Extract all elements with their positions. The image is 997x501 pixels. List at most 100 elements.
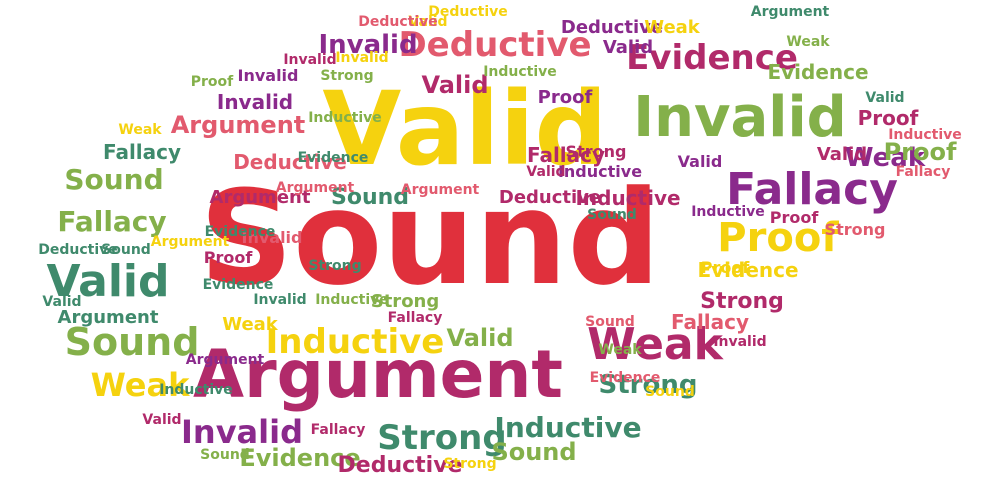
word-strong: Strong <box>308 258 362 274</box>
word-valid: Valid <box>142 412 182 428</box>
word-proof: Proof <box>717 215 839 261</box>
word-weak: Weak <box>90 366 190 404</box>
word-argument: Argument <box>275 180 355 196</box>
word-inductive: Inductive <box>691 204 765 220</box>
word-argument: Argument <box>185 352 265 368</box>
word-invalid: Invalid <box>237 66 299 85</box>
word-sound: Sound <box>101 242 151 258</box>
word-strong: Strong <box>370 291 440 312</box>
word-valid: Valid <box>865 90 905 106</box>
word-inductive: Inductive <box>159 382 233 398</box>
word-sound: Sound <box>491 438 577 466</box>
word-invalid: Invalid <box>181 413 303 451</box>
word-inductive: Inductive <box>575 186 681 210</box>
word-evidence: Evidence <box>297 150 369 166</box>
word-proof: Proof <box>883 138 957 166</box>
word-valid: Valid <box>46 256 170 307</box>
word-fallacy: Fallacy <box>387 310 443 326</box>
word-deductive: Deductive <box>428 4 508 20</box>
word-deductive: Deductive <box>233 150 347 174</box>
word-deductive: Deductive <box>398 25 592 65</box>
word-evidence: Evidence <box>239 444 361 472</box>
word-invalid: Invalid <box>253 292 307 308</box>
word-evidence: Evidence <box>767 60 869 84</box>
word-proof: Proof <box>203 248 253 267</box>
word-proof: Proof <box>857 106 919 130</box>
word-weak: Weak <box>587 319 723 370</box>
word-evidence: Evidence <box>202 277 274 293</box>
word-deductive: Deductive <box>560 17 664 38</box>
word-evidence: Evidence <box>589 370 661 386</box>
word-inductive: Inductive <box>308 110 382 126</box>
word-sound: Sound <box>585 314 635 330</box>
word-deductive: Deductive <box>38 242 118 258</box>
word-argument: Argument <box>150 234 230 250</box>
word-argument: Argument <box>400 182 480 198</box>
word-weak: Weak <box>644 17 700 38</box>
word-evidence: Evidence <box>697 258 799 282</box>
word-invalid: Invalid <box>633 85 847 150</box>
word-inductive: Inductive <box>888 127 962 143</box>
word-evidence: Evidence <box>626 38 798 78</box>
word-inductive: Inductive <box>494 411 642 444</box>
word-inductive: Inductive <box>483 64 557 80</box>
word-sound: Sound <box>587 207 637 223</box>
word-sound: Sound <box>200 447 250 463</box>
word-evidence: Evidence <box>204 224 276 240</box>
word-invalid: Invalid <box>713 334 767 350</box>
word-fallacy: Fallacy <box>670 310 750 334</box>
word-sound: Sound <box>199 162 661 314</box>
word-sound: Sound <box>330 185 410 210</box>
word-proof: Proof <box>537 87 593 108</box>
word-invalid: Invalid <box>283 52 337 68</box>
word-valid: Valid <box>526 164 566 180</box>
word-invalid: Invalid <box>241 228 303 247</box>
word-argument: Argument <box>193 336 563 413</box>
word-valid: Valid <box>322 70 608 189</box>
word-weak: Weak <box>598 342 642 358</box>
word-weak: Weak <box>844 143 926 173</box>
word-sound: Sound <box>645 384 695 400</box>
word-inductive: Inductive <box>315 292 389 308</box>
word-argument: Argument <box>750 4 830 20</box>
word-fallacy: Fallacy <box>895 164 951 180</box>
word-deductive: Deductive <box>498 187 602 208</box>
word-deductive: Deductive <box>337 453 463 478</box>
word-valid: Valid <box>408 14 448 30</box>
word-valid: Valid <box>42 294 82 310</box>
word-valid: Valid <box>816 144 868 165</box>
word-argument: Argument <box>209 187 311 208</box>
word-strong: Strong <box>443 456 497 472</box>
word-fallacy: Fallacy <box>102 140 182 164</box>
word-strong: Strong <box>700 289 784 314</box>
word-invalid: Invalid <box>335 50 389 66</box>
word-strong: Strong <box>377 418 507 458</box>
word-fallacy: Fallacy <box>526 143 606 167</box>
word-valid: Valid <box>677 152 723 171</box>
word-inductive: Inductive <box>557 162 643 181</box>
word-weak: Weak <box>222 314 278 335</box>
word-valid: Valid <box>602 37 654 58</box>
word-weak: Weak <box>118 122 162 138</box>
word-strong: Strong <box>824 220 886 239</box>
word-strong: Strong <box>320 68 374 84</box>
word-sound: Sound <box>64 320 200 364</box>
word-argument: Argument <box>170 111 306 139</box>
word-valid: Valid <box>421 71 489 99</box>
word-strong: Strong <box>565 142 627 161</box>
word-proof: Proof <box>769 208 819 227</box>
word-weak: Weak <box>786 34 830 50</box>
word-sound: Sound <box>64 163 164 196</box>
word-proof: Proof <box>700 258 750 277</box>
word-inductive: Inductive <box>265 322 445 362</box>
word-valid: Valid <box>446 324 514 352</box>
word-invalid: Invalid <box>216 90 294 114</box>
word-strong: Strong <box>598 370 698 400</box>
word-fallacy: Fallacy <box>57 205 167 238</box>
word-argument: Argument <box>57 307 159 328</box>
word-fallacy: Fallacy <box>310 422 366 438</box>
word-deductive: Deductive <box>358 14 438 30</box>
word-invalid: Invalid <box>318 30 418 60</box>
word-fallacy: Fallacy <box>726 164 898 215</box>
